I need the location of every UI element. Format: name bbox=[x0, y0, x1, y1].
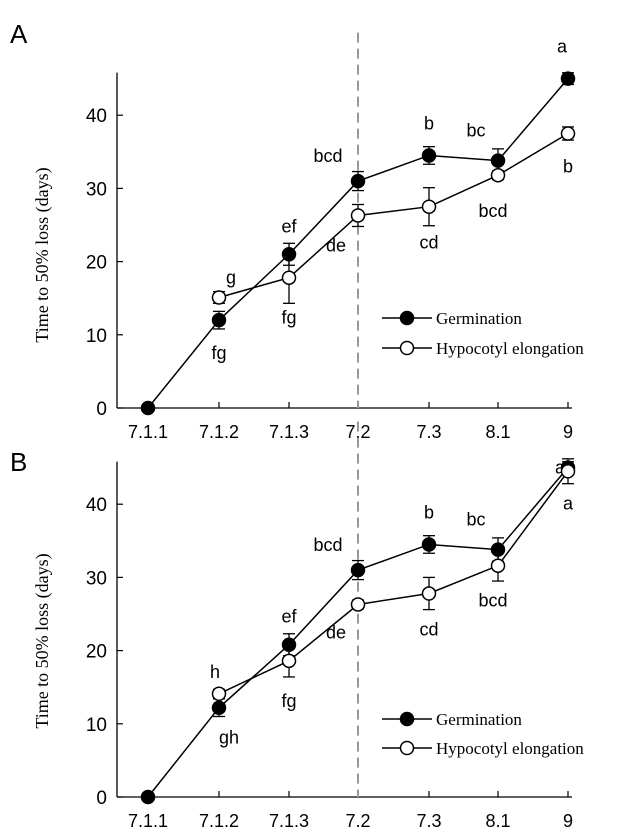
panel-a-hypocotyl-significance-letter: g bbox=[226, 267, 236, 287]
panel-a-germination-point bbox=[421, 148, 437, 163]
panel-b-hypocotyl-point bbox=[281, 653, 297, 669]
panel-a-hypocotyl-significance-letter: b bbox=[563, 157, 573, 177]
panel-b-germination-significance-letter: a bbox=[555, 458, 566, 478]
panel-b-hypocotyl-significance-letter: fg bbox=[281, 691, 296, 711]
panel-a-panel-label: A bbox=[10, 19, 28, 49]
panel-a-y-tick-label: 40 bbox=[86, 106, 107, 127]
panel-a-hypocotyl-point bbox=[350, 208, 366, 223]
panel-b-panel-label: B bbox=[10, 447, 27, 477]
panel-a-germination-point bbox=[560, 71, 576, 86]
panel-b-legend-marker bbox=[399, 711, 415, 727]
panel-b-x-tick-label: 7.1.2 bbox=[199, 811, 239, 831]
panel-b-y-axis-label: Time to 50% loss (days) bbox=[32, 553, 53, 728]
panel-b-legend-label: Hypocotyl elongation bbox=[436, 739, 584, 758]
panel-a-y-tick-label: 30 bbox=[86, 179, 107, 200]
panel-a-germination-significance-letter: fg bbox=[211, 343, 226, 363]
panel-b-y-tick-label: 30 bbox=[86, 568, 107, 589]
panel-a-legend-marker bbox=[399, 340, 415, 356]
panel-a-legend-label: Germination bbox=[436, 309, 522, 328]
panel-a-y-tick-label: 10 bbox=[86, 326, 107, 347]
panel-b-germination-significance-letter: b bbox=[424, 502, 434, 522]
panel-b-hypocotyl-point bbox=[421, 586, 437, 601]
panel-a-hypocotyl-significance-letter: bcd bbox=[478, 201, 507, 221]
panel-a-y-tick-label: 0 bbox=[96, 399, 107, 420]
panel-a-x-tick-label: 8.1 bbox=[485, 422, 510, 442]
panel-b-hypocotyl-significance-letter: bcd bbox=[478, 591, 507, 611]
panel-a-hypocotyl-point bbox=[560, 126, 576, 141]
panel-a-hypocotyl-line bbox=[218, 132, 569, 299]
panel-a-germination-point bbox=[490, 153, 506, 168]
panel-a-germination-significance-letter: bcd bbox=[313, 146, 342, 166]
panel-a-hypocotyl-significance-letter: cd bbox=[419, 233, 438, 253]
panel-a-legend-marker bbox=[399, 310, 415, 326]
panel-b-hypocotyl-point bbox=[490, 558, 506, 573]
panel-a-germination-point bbox=[140, 400, 156, 416]
panel-b-legend-marker bbox=[399, 740, 415, 756]
panel-a-germination-significance-letter: bc bbox=[466, 121, 485, 141]
panel-a-x-tick-label: 7.3 bbox=[416, 422, 441, 442]
panel-b-hypocotyl-significance-letter: a bbox=[563, 493, 574, 513]
panel-a-x-tick-label: 7.1.3 bbox=[269, 422, 309, 442]
panel-b-germination-significance-letter: bcd bbox=[313, 535, 342, 555]
panel-b-y-tick-label: 40 bbox=[86, 495, 107, 516]
panel-b-hypocotyl-significance-letter: de bbox=[326, 622, 346, 642]
panel-a-x-tick-label: 7.1.1 bbox=[128, 422, 168, 442]
panel-b-germination-point bbox=[211, 700, 227, 715]
panel-a-hypocotyl-point bbox=[490, 167, 506, 183]
panel-b-x-tick-label: 7.3 bbox=[416, 811, 441, 831]
panel-a-germination-significance-letter: a bbox=[557, 37, 568, 57]
panel-a-germination-significance-letter: b bbox=[424, 113, 434, 133]
panel-a-hypocotyl-significance-letter: de bbox=[326, 235, 346, 255]
panel-b-x-tick-label: 7.1.3 bbox=[269, 811, 309, 831]
panel-a-y-tick-label: 20 bbox=[86, 253, 107, 274]
panel-a-x-tick-label: 7.2 bbox=[345, 422, 370, 442]
panel-a-legend-label: Hypocotyl elongation bbox=[436, 339, 584, 358]
panel-b-germination-point bbox=[350, 562, 366, 578]
panel-a-x-tick-label: 7.1.2 bbox=[199, 422, 239, 442]
panel-a-hypocotyl-point bbox=[281, 270, 297, 285]
panel-b-hypocotyl-line bbox=[218, 470, 569, 695]
panel-b-y-tick-label: 0 bbox=[96, 788, 107, 809]
panel-b-hypocotyl-significance-letter: cd bbox=[419, 620, 438, 640]
panel-a-hypocotyl-significance-letter: fg bbox=[281, 308, 296, 328]
panel-b-germination-significance-letter: ef bbox=[281, 607, 297, 627]
panel-a-germination-point bbox=[211, 312, 227, 328]
panel-b-germination-significance-letter: bc bbox=[466, 510, 485, 530]
panel-b-hypocotyl-point bbox=[560, 464, 576, 479]
panel-b-x-tick-label: 9 bbox=[563, 811, 573, 831]
panel-b-germination-point bbox=[140, 789, 156, 805]
panel-b-y-tick-label: 20 bbox=[86, 642, 107, 663]
panel-a-y-axis-label: Time to 50% loss (days) bbox=[32, 167, 53, 342]
panel-b-x-tick-label: 8.1 bbox=[485, 811, 510, 831]
panel-b-hypocotyl-significance-letter: h bbox=[210, 662, 220, 682]
panel-a-hypocotyl-point bbox=[211, 290, 227, 305]
panel-b-x-tick-label: 7.2 bbox=[345, 811, 370, 831]
panel-b-x-tick-label: 7.1.1 bbox=[128, 811, 168, 831]
panel-b-y-tick-label: 10 bbox=[86, 715, 107, 736]
panel-b-germination-point bbox=[421, 537, 437, 552]
panel-b-legend-label: Germination bbox=[436, 710, 522, 729]
panel-a-x-tick-label: 9 bbox=[563, 422, 573, 442]
panel-b-hypocotyl-point bbox=[350, 597, 366, 612]
panel-b-hypocotyl-point bbox=[211, 686, 227, 702]
panel-a-germination-significance-letter: ef bbox=[281, 216, 297, 236]
panel-a-germination-point bbox=[350, 173, 366, 189]
panel-a-hypocotyl-point bbox=[421, 199, 437, 214]
panel-b-germination-significance-letter: gh bbox=[219, 728, 239, 748]
